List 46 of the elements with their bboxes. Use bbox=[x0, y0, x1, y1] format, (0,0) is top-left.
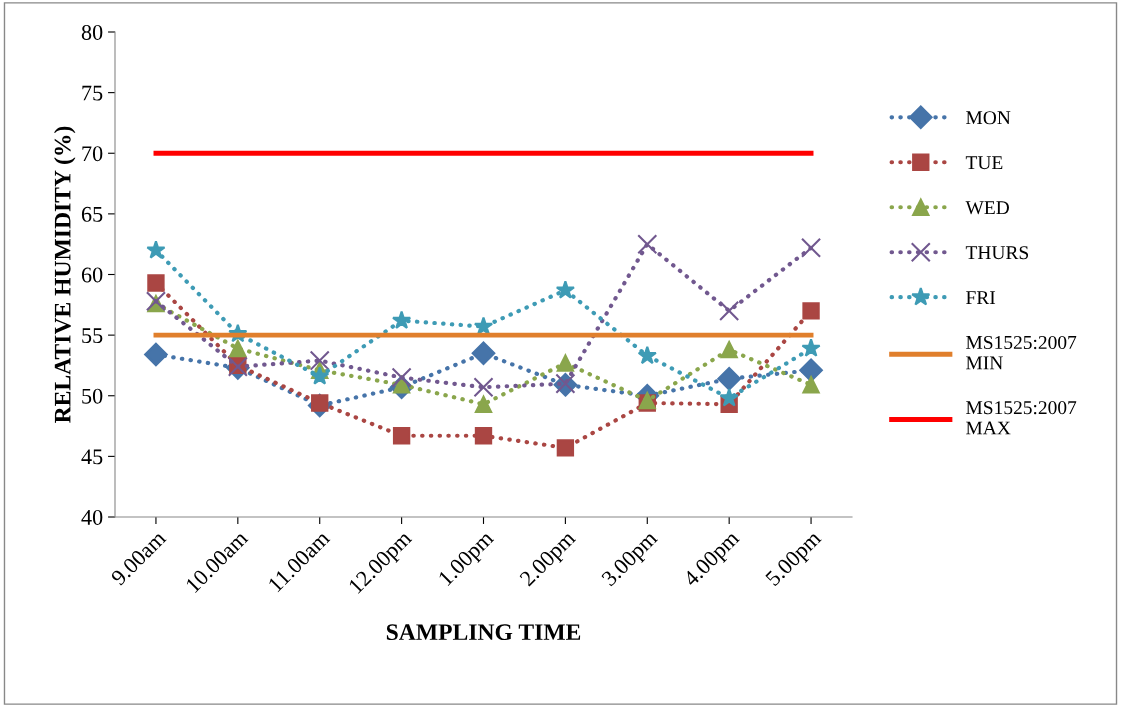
legend-label: FRI bbox=[966, 291, 996, 304]
y-axis-title: RELATIVE HUMIDITY (%) bbox=[54, 126, 76, 423]
y-tick-label: 55 bbox=[82, 328, 103, 344]
y-tick-label: 45 bbox=[81, 449, 103, 465]
point bbox=[309, 350, 330, 371]
legend-label: MON bbox=[966, 111, 1011, 125]
x-axis-title: SAMPLING TIME bbox=[386, 624, 581, 641]
legend-label: MS1525:2007 MAX bbox=[966, 401, 1077, 435]
y-tick-label: 80 bbox=[81, 24, 103, 40]
point bbox=[147, 274, 165, 292]
point bbox=[637, 234, 658, 255]
point bbox=[392, 427, 411, 445]
y-tick-label: 65 bbox=[81, 206, 103, 222]
point bbox=[719, 300, 740, 321]
y-tick-label: 60 bbox=[81, 267, 103, 283]
legend-label: TUE bbox=[965, 156, 1003, 170]
point bbox=[474, 395, 493, 413]
point bbox=[474, 427, 493, 445]
point bbox=[719, 388, 739, 407]
y-tick-label: 50 bbox=[82, 388, 103, 404]
point bbox=[556, 439, 575, 457]
y-tick-label: 40 bbox=[81, 509, 103, 525]
point bbox=[802, 302, 820, 320]
point bbox=[637, 345, 657, 365]
point bbox=[391, 367, 412, 388]
y-tick-label: 75 bbox=[82, 85, 103, 101]
legend-label: WED bbox=[965, 201, 1009, 215]
point bbox=[801, 338, 821, 357]
point bbox=[144, 342, 168, 367]
point bbox=[229, 339, 247, 358]
legend-label: THURS bbox=[965, 246, 1029, 260]
point bbox=[802, 376, 820, 394]
point bbox=[146, 240, 166, 259]
point bbox=[555, 280, 576, 299]
y-tick-label: 70 bbox=[82, 146, 103, 162]
point bbox=[391, 310, 412, 329]
point bbox=[800, 237, 822, 258]
legend-label: MS1525:2007 MIN bbox=[966, 335, 1077, 370]
point bbox=[310, 366, 330, 385]
point bbox=[471, 341, 496, 366]
point bbox=[717, 366, 742, 391]
point bbox=[720, 341, 738, 359]
point bbox=[473, 377, 494, 398]
point bbox=[473, 316, 494, 335]
point bbox=[556, 354, 575, 372]
point bbox=[799, 358, 823, 383]
